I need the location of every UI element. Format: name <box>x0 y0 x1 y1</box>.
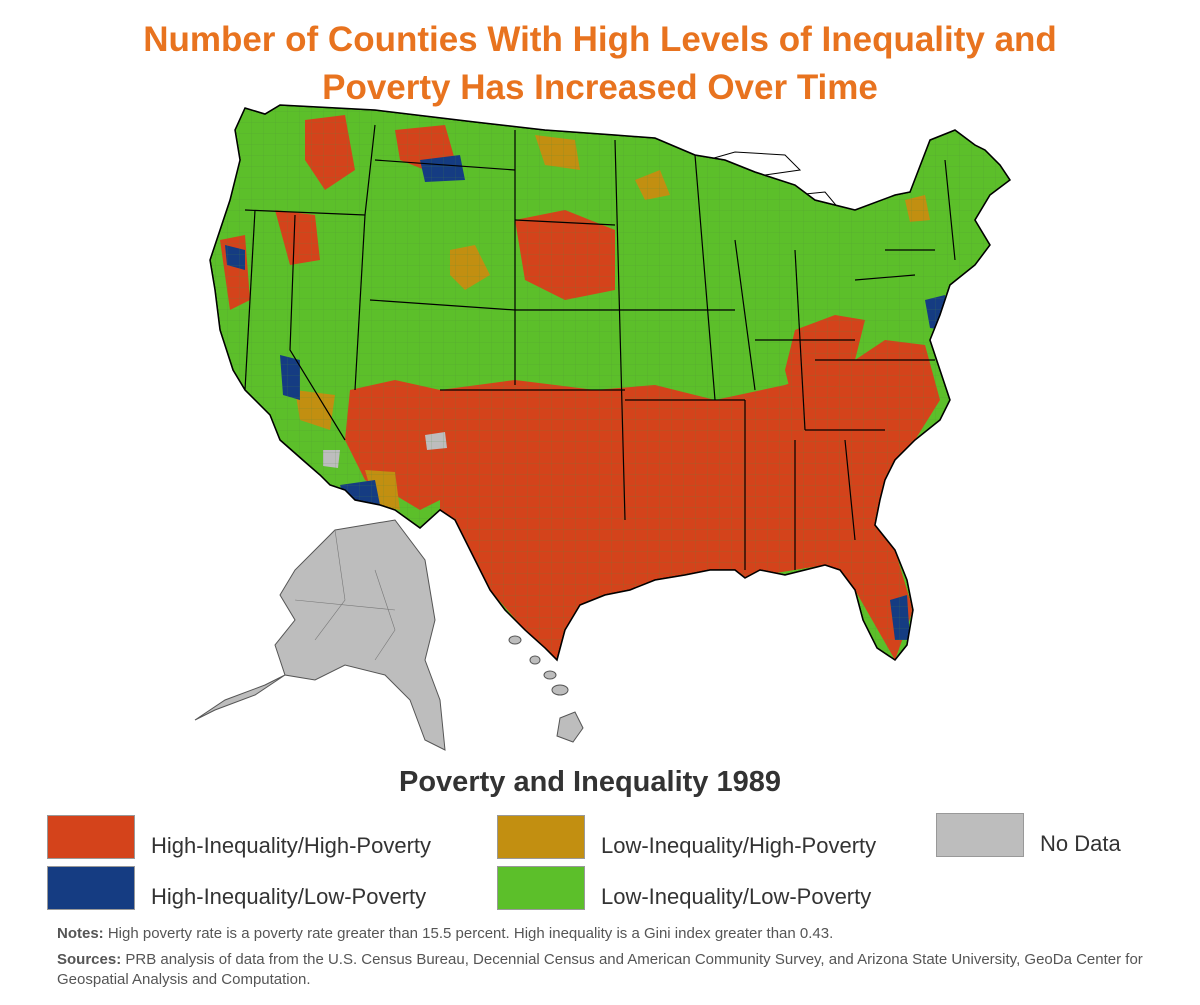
legend-swatch-low-ineq-high-pov <box>497 815 585 859</box>
legend-label-low-ineq-high-pov: Low-Inequality/High-Poverty <box>601 833 877 858</box>
page-title: Number of Counties With High Levels of I… <box>0 16 1200 112</box>
notes: Notes: High poverty rate is a poverty ra… <box>57 924 1157 944</box>
legend-swatch-high-ineq-low-pov <box>47 866 135 910</box>
notes-label: Notes: <box>57 925 104 942</box>
legend-label-high-ineq-low-pov: High-Inequality/Low-Poverty <box>151 884 427 909</box>
hawaii <box>508 635 584 743</box>
legend-label-no-data: No Data <box>1040 831 1121 856</box>
map-svg <box>194 104 1012 751</box>
map-subtitle: Poverty and Inequality 1989 <box>399 766 781 798</box>
title-line-1: Number of Counties With High Levels of I… <box>143 20 1057 59</box>
legend-label-high-ineq-high-pov: High-Inequality/High-Poverty <box>151 833 432 858</box>
sources-text: PRB analysis of data from the U.S. Censu… <box>57 951 1143 988</box>
legend-label-low-ineq-low-pov: Low-Inequality/Low-Poverty <box>601 884 872 909</box>
us-county-map <box>95 100 1105 760</box>
alaska <box>194 519 446 751</box>
legend-swatch-no-data <box>936 813 1024 857</box>
legend-swatch-high-ineq-high-pov <box>47 815 135 859</box>
notes-text: High poverty rate is a poverty rate grea… <box>103 925 834 942</box>
legend-swatch-low-ineq-low-pov <box>497 866 585 910</box>
us-outline <box>209 104 1012 662</box>
title-line-2: Poverty Has Increased Over Time <box>322 68 878 107</box>
sources: Sources: PRB analysis of data from the U… <box>57 950 1157 990</box>
sources-label: Sources: <box>57 951 122 968</box>
lower-48-states <box>210 105 1010 660</box>
state-boundaries <box>244 124 956 570</box>
